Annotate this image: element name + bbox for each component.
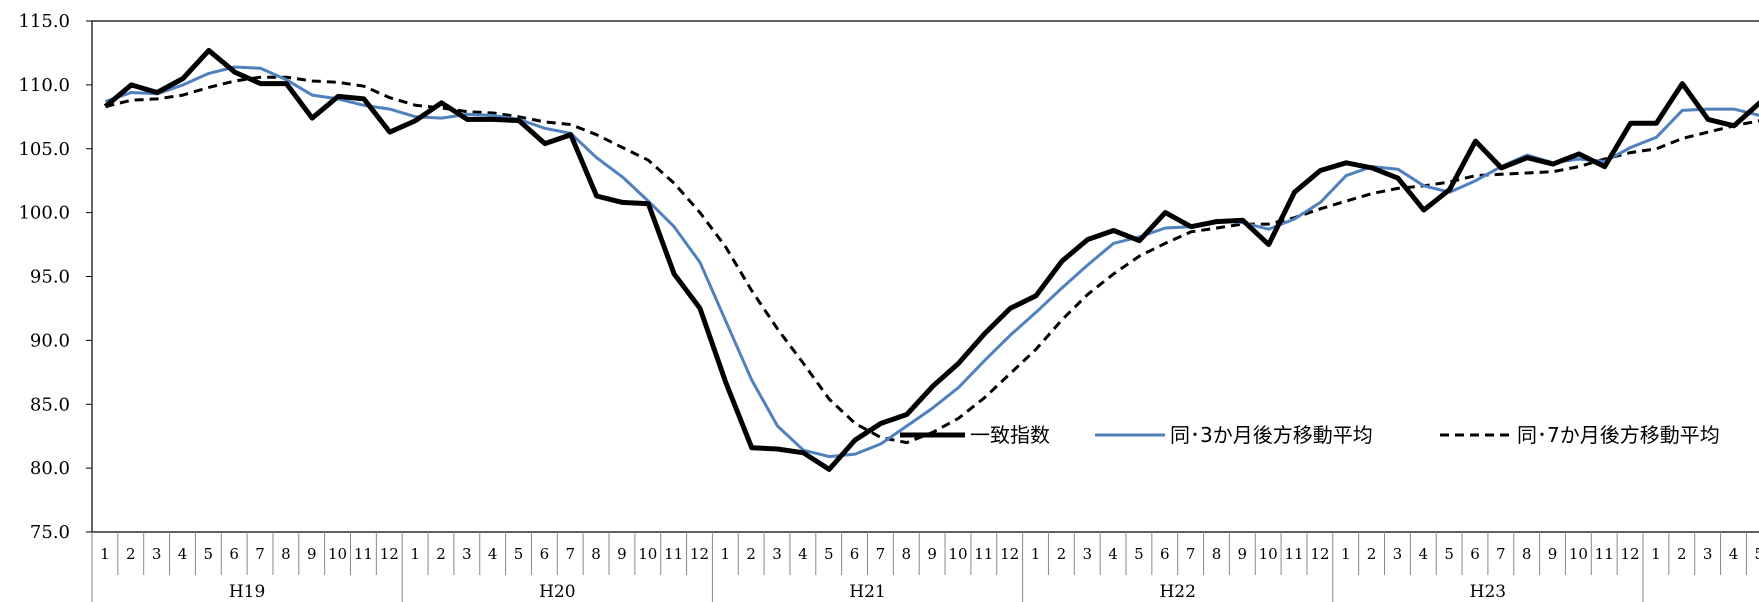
y-tick-label: 75.0 bbox=[30, 522, 70, 543]
x-month-label: 11 bbox=[664, 545, 683, 563]
y-axis: 75.0 80.0 85.0 90.0 95.0 100.0 105.0 110.0 115.0 bbox=[18, 11, 1759, 543]
series-line-coincident-index bbox=[103, 47, 1759, 472]
x-month-label: 5 bbox=[824, 545, 834, 563]
x-year-label: H23 bbox=[1470, 582, 1506, 602]
y-tick-label: 110.0 bbox=[18, 75, 70, 96]
x-month-label: 11 bbox=[354, 545, 373, 563]
x-month-label: 11 bbox=[1595, 545, 1614, 563]
y-tick-label: 95.0 bbox=[30, 267, 70, 288]
x-month-label: 5 bbox=[514, 545, 524, 563]
x-month-label: 5 bbox=[1755, 545, 1759, 563]
x-month-label: 7 bbox=[565, 545, 575, 563]
x-month-label: 4 bbox=[1729, 545, 1739, 563]
x-year-label: H20 bbox=[539, 582, 575, 602]
x-month-label: 12 bbox=[690, 545, 709, 563]
x-month-label: 3 bbox=[152, 545, 162, 563]
x-year-label: H19 bbox=[229, 582, 265, 602]
x-month-label: 4 bbox=[1419, 545, 1429, 563]
x-month-label: 10 bbox=[638, 545, 657, 563]
x-month-label: 7 bbox=[1496, 545, 1506, 563]
legend-label: 一致指数 bbox=[970, 423, 1050, 447]
x-month-label: 6 bbox=[540, 545, 550, 563]
x-month-label: 7 bbox=[1186, 545, 1196, 563]
x-month-label: 5 bbox=[204, 545, 214, 563]
x-month-label: 4 bbox=[488, 545, 498, 563]
x-month-label: 2 bbox=[1367, 545, 1377, 563]
x-month-label: 6 bbox=[229, 545, 239, 563]
x-month-label: 6 bbox=[1470, 545, 1480, 563]
x-month-label: 10 bbox=[1259, 545, 1278, 563]
x-month-label: 9 bbox=[307, 545, 317, 563]
x-month-label: 12 bbox=[1000, 545, 1019, 563]
x-month-label: 1 bbox=[1341, 545, 1351, 563]
x-month-label: 3 bbox=[1703, 545, 1713, 563]
x-month-label: 1 bbox=[1651, 545, 1661, 563]
legend-label: 同･3か月後方移動平均 bbox=[1170, 423, 1373, 447]
x-month-label: 4 bbox=[178, 545, 188, 563]
x-month-label: 8 bbox=[591, 545, 601, 563]
y-tick-label: 85.0 bbox=[30, 394, 70, 415]
x-month-label: 12 bbox=[380, 545, 399, 563]
x-month-label: 12 bbox=[1310, 545, 1329, 563]
x-month-label: 2 bbox=[126, 545, 136, 563]
x-year-label: H22 bbox=[1159, 582, 1195, 602]
x-month-label: 3 bbox=[1082, 545, 1092, 563]
x-month-label: 1 bbox=[100, 545, 110, 563]
y-tick-label: 115.0 bbox=[18, 11, 70, 32]
x-month-label: 7 bbox=[255, 545, 265, 563]
x-month-label: 3 bbox=[772, 545, 782, 563]
x-month-label: 9 bbox=[617, 545, 627, 563]
x-month-label: 2 bbox=[1057, 545, 1067, 563]
x-month-label: 5 bbox=[1444, 545, 1454, 563]
x-month-label: 1 bbox=[1031, 545, 1041, 563]
x-month-label: 1 bbox=[410, 545, 420, 563]
x-month-label: 7 bbox=[876, 545, 886, 563]
series-line-7-month-average bbox=[105, 75, 1759, 445]
x-month-label: 8 bbox=[1212, 545, 1222, 563]
x-month-label: 10 bbox=[328, 545, 347, 563]
y-tick-label: 80.0 bbox=[30, 458, 70, 479]
x-month-label: 1 bbox=[721, 545, 731, 563]
x-year-label: H21 bbox=[849, 582, 885, 602]
x-month-label: 6 bbox=[850, 545, 860, 563]
x-month-label: 3 bbox=[462, 545, 472, 563]
x-month-label: 2 bbox=[1677, 545, 1687, 563]
x-month-label: 9 bbox=[1548, 545, 1558, 563]
x-month-label: 8 bbox=[1522, 545, 1532, 563]
x-month-label: 10 bbox=[948, 545, 967, 563]
legend: 一致指数 同･3か月後方移動平均 同･7か月後方移動平均 bbox=[900, 423, 1720, 447]
x-month-label: 4 bbox=[1108, 545, 1118, 563]
y-tick-label: 100.0 bbox=[18, 203, 70, 224]
series-layer bbox=[103, 47, 1759, 472]
x-month-label: 2 bbox=[436, 545, 446, 563]
x-month-label: 12 bbox=[1621, 545, 1640, 563]
x-month-label: 2 bbox=[746, 545, 756, 563]
x-month-label: 4 bbox=[798, 545, 808, 563]
x-month-label: 9 bbox=[1238, 545, 1248, 563]
legend-label: 同･7か月後方移動平均 bbox=[1517, 423, 1720, 447]
x-month-label: 10 bbox=[1569, 545, 1588, 563]
x-month-label: 6 bbox=[1160, 545, 1170, 563]
x-month-label: 8 bbox=[281, 545, 291, 563]
x-month-label: 8 bbox=[902, 545, 912, 563]
x-month-label: 9 bbox=[927, 545, 937, 563]
series-line-3-month-average bbox=[104, 65, 1759, 459]
y-tick-label: 90.0 bbox=[30, 330, 70, 351]
x-month-label: 3 bbox=[1393, 545, 1403, 563]
x-month-label: 11 bbox=[1284, 545, 1303, 563]
y-tick-label: 105.0 bbox=[18, 139, 70, 160]
x-month-label: 11 bbox=[974, 545, 993, 563]
x-month-label: 5 bbox=[1134, 545, 1144, 563]
